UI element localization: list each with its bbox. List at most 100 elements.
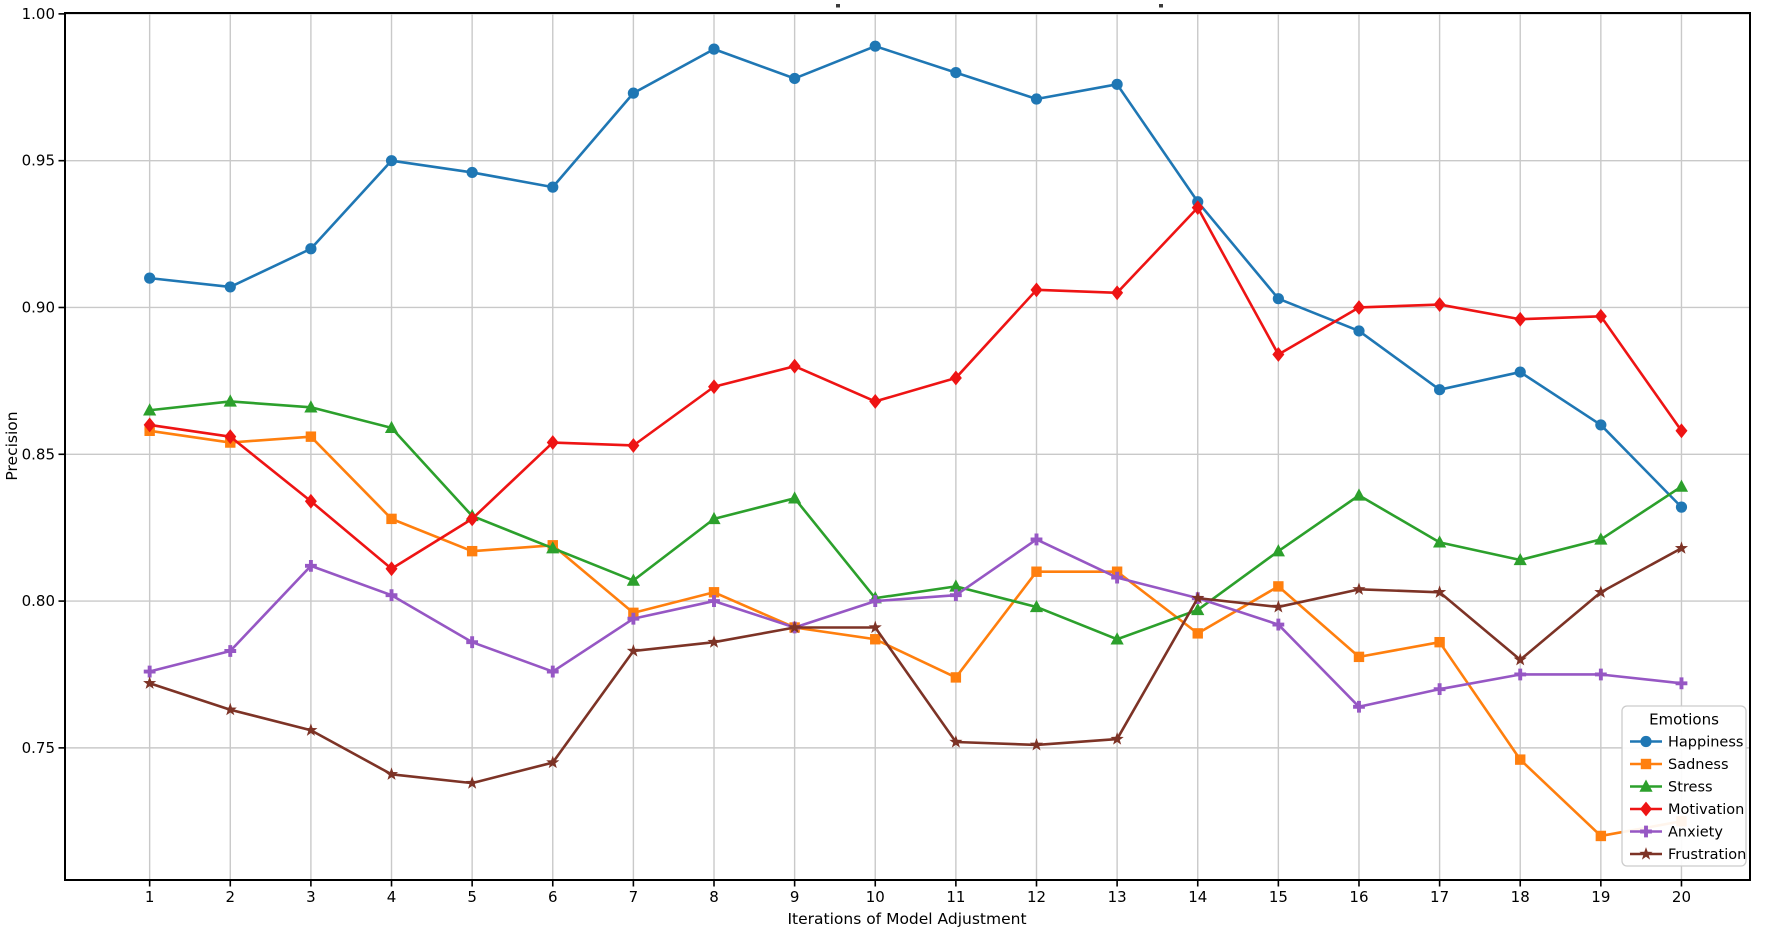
data-point-marker [304,559,317,572]
data-point-marker [384,420,399,434]
x-tick-label: 2 [226,888,236,906]
data-point-marker [143,665,156,678]
data-point-marker [1639,847,1653,860]
data-point-marker [304,400,318,413]
data-point-marker [949,579,963,592]
data-point-marker [1433,585,1447,598]
data-point-marker [1433,683,1446,696]
data-point-marker [626,644,640,657]
data-point-marker [788,620,802,634]
series-line-motivation [148,206,1683,571]
data-point-marker [1594,308,1607,324]
data-point-marker [1513,652,1527,666]
data-point-marker [1675,423,1688,439]
data-point-marker [1674,479,1689,492]
data-point-marker [868,620,882,634]
data-point-marker [1111,285,1124,301]
legend-item-label: Stress [1668,780,1713,796]
data-point-marker [1030,282,1043,298]
data-point-marker [869,394,882,409]
series-frustration [143,541,1689,789]
x-tick-label: 3 [306,888,316,906]
data-point-marker [708,379,721,395]
legend-item-label: Frustration [1668,847,1746,863]
data-point-marker [708,43,720,55]
data-point-marker [466,511,479,527]
data-point-marker [1272,293,1284,305]
x-tick-label: 1 [145,888,155,906]
x-tick-label: 16 [1349,888,1368,906]
data-point-marker [546,755,560,769]
data-point-marker [223,394,237,407]
data-point-marker [1191,602,1205,616]
data-point-marker [627,612,640,625]
data-point-marker [949,735,963,748]
clipped-title-dot [836,4,840,8]
legend-item-label: Sadness [1668,757,1729,773]
data-point-marker [869,40,881,52]
series-sadness [144,425,1687,842]
data-point-marker [1030,93,1043,105]
data-point-marker [1639,779,1653,792]
data-point-marker [1594,585,1608,598]
data-point-marker [1192,628,1203,639]
data-point-marker [1433,535,1447,548]
x-tick-label: 6 [548,888,558,906]
data-point-marker [304,723,318,736]
data-point-marker [1640,825,1652,838]
legend-item-motivation: Motivation [1630,801,1744,818]
data-point-marker [546,665,559,678]
legend-item-label: Happiness [1668,735,1743,751]
data-point-marker [223,702,237,716]
data-point-marker [870,634,881,645]
y-tick-label: 0.80 [22,592,55,610]
data-point-marker [707,511,721,525]
data-point-marker [1273,581,1284,592]
series-line-frustration [148,546,1683,785]
data-point-marker [143,403,157,416]
axes-layer: 1 2 3 4 5 6 7 8 9 10 11 12 13 14 15 16 17 18 19 200.750.800… [22,5,1751,906]
data-point-marker [1110,632,1124,645]
plot-border [64,12,1751,881]
data-point-marker [466,166,478,179]
clipped-title-dot [1159,4,1163,8]
gridlines [65,13,1750,880]
data-point-marker [1191,200,1204,216]
data-point-marker [788,491,802,504]
legend-item-label: Motivation [1668,802,1744,818]
x-tick-label: 10 [866,888,885,906]
x-tick-label: 15 [1269,888,1288,906]
data-point-marker [386,513,397,525]
data-point-marker [1272,347,1285,362]
data-point-marker [788,358,801,374]
data-point-marker [465,776,479,789]
data-point-marker [546,435,559,450]
legend-item-frustration: Frustration [1630,847,1746,863]
x-tick-label: 17 [1430,888,1449,906]
y-tick-label: 0.75 [22,739,55,757]
data-point-marker [1272,618,1285,631]
data-point-marker [1594,532,1608,545]
data-point-marker [143,417,156,433]
data-point-marker [1434,636,1445,648]
legend-item-label: Anxiety [1668,825,1723,841]
data-point-marker [1640,801,1652,817]
data-point-marker [385,155,398,167]
x-tick-label: 5 [467,888,477,906]
y-tick-label: 0.95 [22,152,55,170]
data-point-marker [708,595,720,607]
data-point-marker [1594,668,1607,681]
data-point-marker [1514,311,1527,327]
data-point-marker [627,438,640,453]
data-point-marker [1353,325,1365,337]
x-tick-label: 18 [1511,888,1530,906]
data-point-marker [1640,758,1652,770]
data-point-marker [626,573,640,586]
data-point-marker [1433,297,1446,312]
data-point-marker [1352,488,1366,501]
data-point-marker [1434,384,1446,396]
data-point-marker [789,72,801,85]
data-point-marker [707,635,721,648]
data-point-marker [224,429,237,445]
x-tick-label: 11 [946,888,965,906]
